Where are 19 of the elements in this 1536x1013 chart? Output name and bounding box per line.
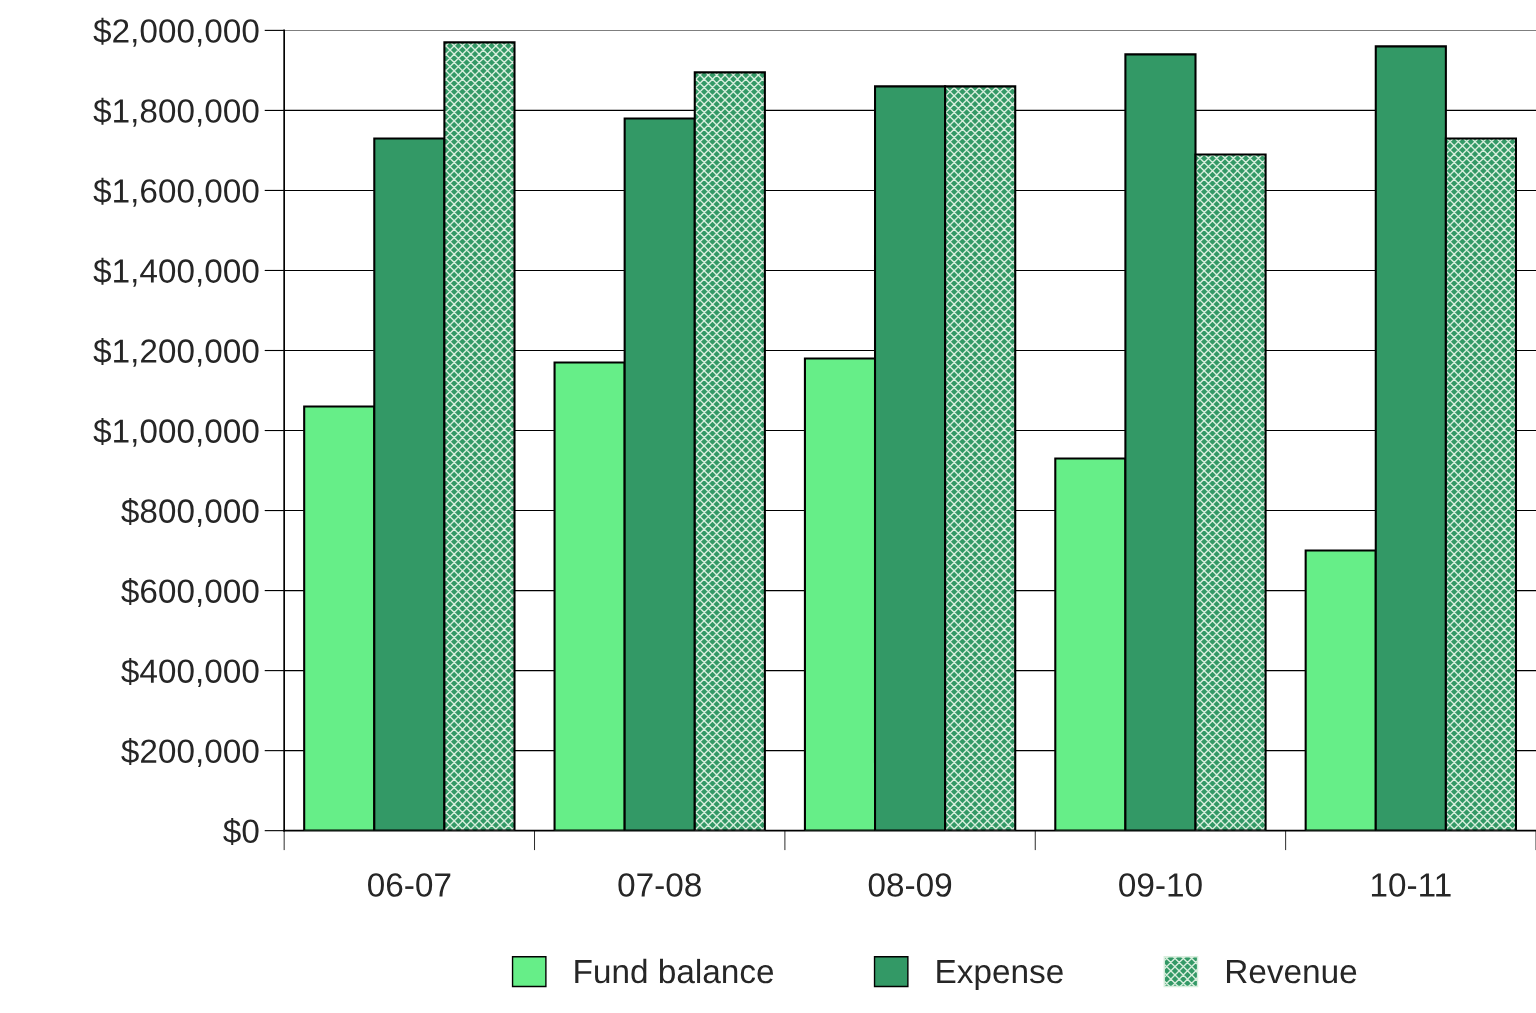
x-tick-label: 06-07 [368, 873, 451, 897]
y-tick-label: $600,000 [121, 577, 259, 607]
y-tick-label: $1,400,000 [93, 257, 259, 287]
legend-label: Fund balance [575, 958, 774, 984]
legend-label: Expense [937, 960, 1063, 990]
y-tick-label: $1,800,000 [93, 97, 259, 127]
y-tick-label: $200,000 [121, 738, 259, 767]
y-tick-label: $2,000,000 [93, 17, 259, 47]
x-tick-label: 08-09 [868, 873, 952, 897]
y-tick-label: $800,000 [121, 497, 259, 527]
x-tick-label: 10-11 [1371, 873, 1451, 897]
y-tick-label: $0 [223, 818, 259, 846]
y-tick-label: $1,600,000 [93, 177, 259, 207]
y-tick-label: $1,200,000 [93, 337, 259, 367]
y-tick-label: $400,000 [121, 658, 259, 687]
x-tick-label: 07-08 [618, 873, 701, 897]
legend-label: Revenue [1226, 960, 1357, 984]
y-tick-label: $1,000,000 [93, 417, 259, 447]
x-tick-label: 09-10 [1119, 873, 1202, 897]
